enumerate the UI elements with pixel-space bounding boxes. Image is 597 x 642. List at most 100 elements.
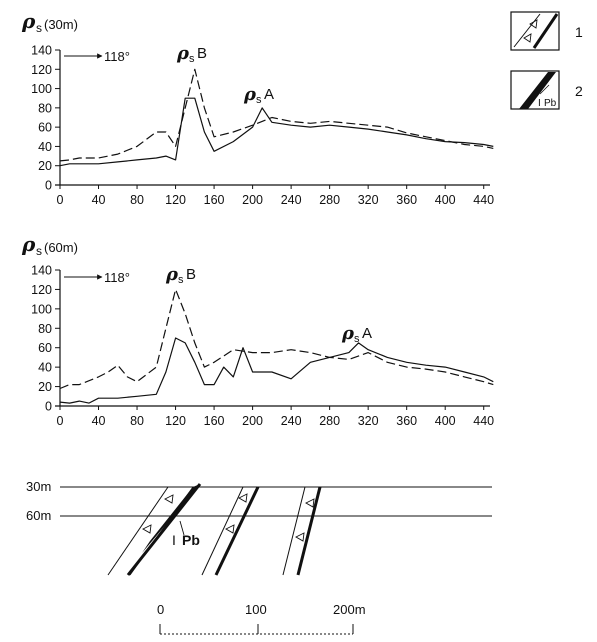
scale-tick-200m: 200m — [333, 602, 366, 617]
x-tick-label-60m: 400 — [435, 414, 456, 428]
y-tick-label-60m: 40 — [38, 361, 52, 375]
legend-1-thick-line — [532, 13, 559, 49]
y-tick-label-30m: 0 — [45, 179, 52, 193]
anomaly-b-sub-30m: s — [189, 53, 195, 65]
anomaly-b-rho-30m: ρ — [176, 43, 190, 64]
legend-1-thin-line — [513, 13, 541, 48]
ore-label-roman: I — [172, 532, 176, 548]
y-tick-label-60m: 0 — [45, 400, 52, 414]
x-tick-label-60m: 80 — [130, 414, 144, 428]
x-tick-label-60m: 440 — [473, 414, 494, 428]
y-tick-label-60m: 100 — [31, 302, 52, 316]
legend-1-lower-triangle — [523, 33, 532, 43]
rho-subscript-30m: s — [36, 21, 42, 35]
direction-label-30m: 118° — [104, 49, 130, 64]
fault-3-lower-triangle — [295, 532, 305, 542]
y-tick-label-60m: 80 — [38, 322, 52, 336]
legend-1-upper-triangle — [529, 19, 538, 29]
depth-label-section-30m: 30m — [26, 479, 51, 494]
series-solid-30m — [59, 97, 494, 167]
x-tick-label-60m: 200 — [242, 414, 263, 428]
y-tick-label-30m: 20 — [38, 159, 52, 173]
x-tick-label-60m: 0 — [57, 414, 64, 428]
y-tick-label-60m: 120 — [31, 283, 52, 297]
series-dashed-30m — [59, 68, 494, 162]
anomaly-a-rho-60m: ρ — [341, 323, 355, 344]
depth-label-30m: (30m) — [44, 17, 78, 32]
anomaly-b-label-60m: B — [186, 266, 196, 283]
y-tick-label-60m: 20 — [38, 380, 52, 394]
x-tick-label-30m: 280 — [319, 193, 340, 207]
anomaly-b-sub-60m: s — [178, 274, 184, 286]
ore-body-tail — [126, 483, 202, 576]
legend-2-pb: Pb — [544, 98, 557, 109]
y-tick-label-30m: 40 — [38, 140, 52, 154]
x-tick-label-30m: 360 — [396, 193, 417, 207]
x-tick-label-30m: 120 — [165, 193, 186, 207]
x-tick-label-30m: 40 — [92, 193, 106, 207]
fault-3-upper-triangle — [305, 498, 315, 508]
rho-subscript-60m: s — [36, 244, 42, 258]
y-tick-label-30m: 60 — [38, 121, 52, 135]
series-group-30m — [59, 68, 494, 167]
depth-label-section-60m: 60m — [26, 508, 51, 523]
series-solid-60m — [59, 337, 494, 404]
legend-box-2 — [510, 70, 560, 110]
y-tick-label-30m: 120 — [31, 63, 52, 77]
x-tick-label-60m: 280 — [319, 414, 340, 428]
x-tick-label-60m: 120 — [165, 414, 186, 428]
y-tick-label-60m: 140 — [31, 264, 52, 278]
anomaly-b-rho-60m: ρ — [165, 264, 179, 285]
fault-2-ore-line — [214, 486, 260, 576]
axis-ticks-60m: 0 20 40 60 80 100 120 140 0 40 80 120 160 200 240 280 32… — [31, 264, 494, 429]
y-tick-label-30m: 100 — [31, 82, 52, 96]
y-tick-label-60m: 60 — [38, 341, 52, 355]
fault-3-left-boundary — [282, 486, 306, 576]
x-tick-label-60m: 360 — [396, 414, 417, 428]
x-tick-label-30m: 160 — [204, 193, 225, 207]
x-tick-label-60m: 40 — [92, 414, 106, 428]
x-tick-label-30m: 440 — [473, 193, 494, 207]
fault-1-left-boundary — [107, 486, 169, 576]
scale-tick-0: 0 — [157, 602, 164, 617]
x-tick-label-60m: 320 — [358, 414, 379, 428]
legend-2-number: 2 — [575, 83, 583, 99]
y-tick-label-30m: 80 — [38, 101, 52, 115]
anomaly-a-label-30m: A — [264, 86, 274, 103]
depth-label-60m: (60m) — [44, 240, 78, 255]
legend: 1 I Pb 2 — [510, 11, 583, 110]
direction-label-60m: 118° — [104, 270, 130, 285]
x-tick-label-30m: 400 — [435, 193, 456, 207]
x-tick-label-30m: 200 — [242, 193, 263, 207]
legend-2-leader — [539, 84, 550, 95]
y-tick-label-30m: 140 — [31, 44, 52, 58]
x-tick-label-60m: 160 — [204, 414, 225, 428]
legend-box-1 — [510, 11, 560, 51]
anomaly-a-sub-60m: s — [354, 333, 360, 345]
scale-bar: 0 100 200m — [157, 602, 366, 635]
x-tick-label-60m: 240 — [281, 414, 302, 428]
anomaly-a-sub-30m: s — [256, 94, 262, 106]
ore-label-pb: Pb — [182, 532, 200, 548]
legend-1-number: 1 — [575, 24, 583, 40]
fault-2-upper-triangle — [238, 493, 248, 503]
anomaly-a-rho-30m: ρ — [243, 84, 257, 105]
anomaly-b-label-30m: B — [197, 45, 207, 62]
chart-60m: ρ s (60m) 0 20 40 60 80 100 120 140 0 40 80 120 160 2… — [21, 232, 494, 428]
fault-2-left-boundary — [201, 486, 244, 576]
geologic-section: 30m 60m I Pb — [26, 479, 492, 576]
scale-tick-100: 100 — [245, 602, 267, 617]
x-tick-label-30m: 80 — [130, 193, 144, 207]
fault-3-ore-line — [296, 486, 322, 576]
legend-2-roman: I — [538, 98, 541, 109]
rho-symbol-60m: ρ — [21, 232, 36, 256]
legend-2-ore-body — [519, 72, 556, 109]
series-group-60m — [59, 288, 494, 404]
axis-ticks-30m: 0 20 40 60 80 100 120 140 0 40 80 120 160 200 240 280 32… — [31, 44, 494, 208]
x-tick-label-30m: 240 — [281, 193, 302, 207]
x-tick-label-30m: 320 — [358, 193, 379, 207]
anomaly-a-label-60m: A — [362, 325, 372, 342]
fault-2-lower-triangle — [225, 524, 235, 534]
x-tick-label-30m: 0 — [57, 193, 64, 207]
